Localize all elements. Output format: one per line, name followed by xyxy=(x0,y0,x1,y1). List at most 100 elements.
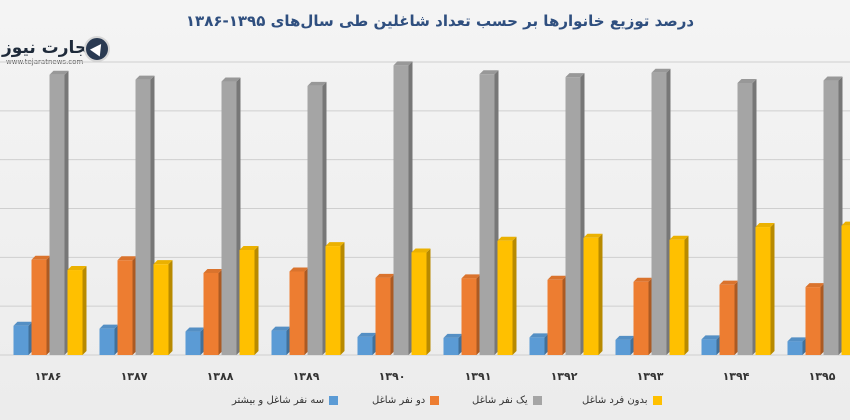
bar xyxy=(737,82,753,355)
x-tick-label: ۱۳۸۶ xyxy=(35,370,62,383)
bar-top xyxy=(117,256,137,261)
bar xyxy=(719,284,735,355)
bar xyxy=(633,281,649,355)
bar-top xyxy=(239,246,259,251)
bar-top xyxy=(787,337,807,342)
bar-top xyxy=(99,324,119,329)
bar xyxy=(135,79,151,355)
bar-top xyxy=(615,335,635,340)
bar xyxy=(583,237,599,355)
bar xyxy=(239,250,255,355)
bar-top xyxy=(633,277,653,282)
logo-text: تجارت نیوز xyxy=(2,38,94,58)
bar xyxy=(67,270,83,355)
bar-top xyxy=(307,81,327,86)
x-tick-label: ۱۳۹۰ xyxy=(379,370,406,383)
legend-item-none: بدون فرد شاغل xyxy=(582,395,662,406)
bar-top xyxy=(529,333,549,338)
bar-top xyxy=(583,233,603,238)
bar-top xyxy=(547,275,567,280)
bar-top xyxy=(565,73,585,78)
bar-top xyxy=(755,223,775,228)
bar xyxy=(651,72,667,355)
legend-item-two: دو نفر شاغل xyxy=(372,395,440,406)
bar xyxy=(461,278,477,355)
bar xyxy=(497,240,513,355)
bar-top xyxy=(393,61,413,66)
bar-side xyxy=(598,233,603,355)
legend-label: دو نفر شاغل xyxy=(372,395,426,406)
bar xyxy=(547,279,563,355)
bar-side xyxy=(82,266,87,355)
bar-top xyxy=(185,327,205,332)
x-tick-label: ۱۳۹۳ xyxy=(637,370,664,383)
bar xyxy=(221,81,237,356)
bar xyxy=(357,336,373,355)
bar xyxy=(805,287,821,355)
bar-top xyxy=(289,267,309,272)
bar xyxy=(787,341,803,355)
bar-top xyxy=(49,70,69,75)
bar-side xyxy=(254,246,259,355)
bar xyxy=(411,252,427,355)
chart-title: درصد توزیع خانوارها بر حسب تعداد شاغلین … xyxy=(185,12,695,30)
bar-top xyxy=(31,255,51,260)
bar-top xyxy=(13,321,33,326)
x-tick-label: ۱۳۹۲ xyxy=(551,370,578,383)
bar-top xyxy=(669,235,689,240)
legend-swatch xyxy=(329,396,339,405)
x-tick-label: ۱۳۸۹ xyxy=(293,370,320,383)
legend-label: سه نفر شاغل و بیشتر xyxy=(232,395,325,406)
bar-top xyxy=(651,68,671,73)
bar xyxy=(841,225,850,355)
bar-top xyxy=(461,274,481,279)
legend-item-one: یک نفر شاغل xyxy=(472,395,542,406)
bar xyxy=(307,85,323,355)
bar-top xyxy=(823,76,843,81)
bar xyxy=(117,260,133,355)
bar xyxy=(565,77,581,355)
bar-top xyxy=(67,266,87,271)
bar xyxy=(153,264,169,355)
bar-top xyxy=(375,273,395,278)
bar xyxy=(289,271,305,355)
bar-top xyxy=(135,75,155,80)
legend-swatch xyxy=(652,396,662,405)
bar-side xyxy=(770,223,775,355)
bar xyxy=(49,74,65,356)
x-tick-label: ۱۳۹۱ xyxy=(465,370,492,383)
bar xyxy=(13,325,29,355)
bar-top xyxy=(737,78,757,83)
bar xyxy=(203,272,219,355)
bar xyxy=(479,74,495,355)
bar-top xyxy=(805,283,825,288)
logo-arrow-icon xyxy=(84,36,110,62)
bar xyxy=(99,328,115,355)
bar-side xyxy=(426,248,431,355)
x-tick-label: ۱۳۸۷ xyxy=(121,370,148,383)
bar-top xyxy=(443,333,463,338)
bar xyxy=(443,337,459,355)
bar-top xyxy=(271,326,291,331)
bar-top xyxy=(479,70,499,75)
bar xyxy=(185,331,201,355)
bar xyxy=(529,337,545,355)
bar xyxy=(393,65,409,355)
bar-top xyxy=(325,242,345,247)
legend-label: یک نفر شاغل xyxy=(472,395,528,406)
legend-item-three-plus: سه نفر شاغل و بیشتر xyxy=(232,395,339,406)
bar-top xyxy=(203,268,223,273)
legend-swatch xyxy=(532,396,542,405)
bar xyxy=(823,80,839,355)
bar xyxy=(701,339,717,355)
bar xyxy=(271,330,287,355)
x-tick-label: ۱۳۹۵ xyxy=(809,370,836,383)
bar xyxy=(669,239,685,355)
bar xyxy=(325,246,341,355)
bar-top xyxy=(357,332,377,337)
bar-top xyxy=(411,248,431,253)
bar-top xyxy=(719,280,739,285)
bar-top xyxy=(221,77,241,82)
x-tick-label: ۱۳۹۴ xyxy=(723,370,750,383)
